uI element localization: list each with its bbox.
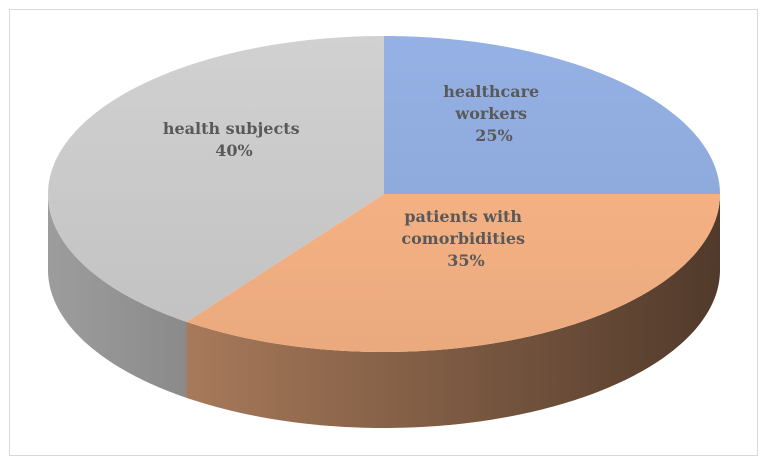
pie-slice-0: [384, 36, 720, 194]
pie-side-1: [186, 194, 720, 428]
label-health-subjects: health subjects 40%: [163, 119, 305, 160]
label-patients-with-comorbidities: patients with comorbidities 35%: [401, 207, 530, 270]
pie-slice-1: [186, 194, 720, 352]
label-health-subjects-percent: 40%: [215, 141, 252, 160]
label-patients-line1: patients with: [404, 207, 522, 226]
label-patients-percent: 35%: [447, 251, 484, 270]
label-healthcare-workers: healthcare workers 25%: [443, 82, 545, 145]
pie-side-2: [48, 194, 187, 398]
label-health-subjects-line1: health subjects: [163, 119, 300, 138]
label-healthcare-workers-line2: workers: [454, 104, 527, 123]
label-healthcare-workers-percent: 25%: [475, 126, 512, 145]
pie-slice-2: [48, 36, 384, 322]
label-patients-line2: comorbidities: [401, 229, 525, 248]
label-healthcare-workers-line1: healthcare: [443, 82, 539, 101]
